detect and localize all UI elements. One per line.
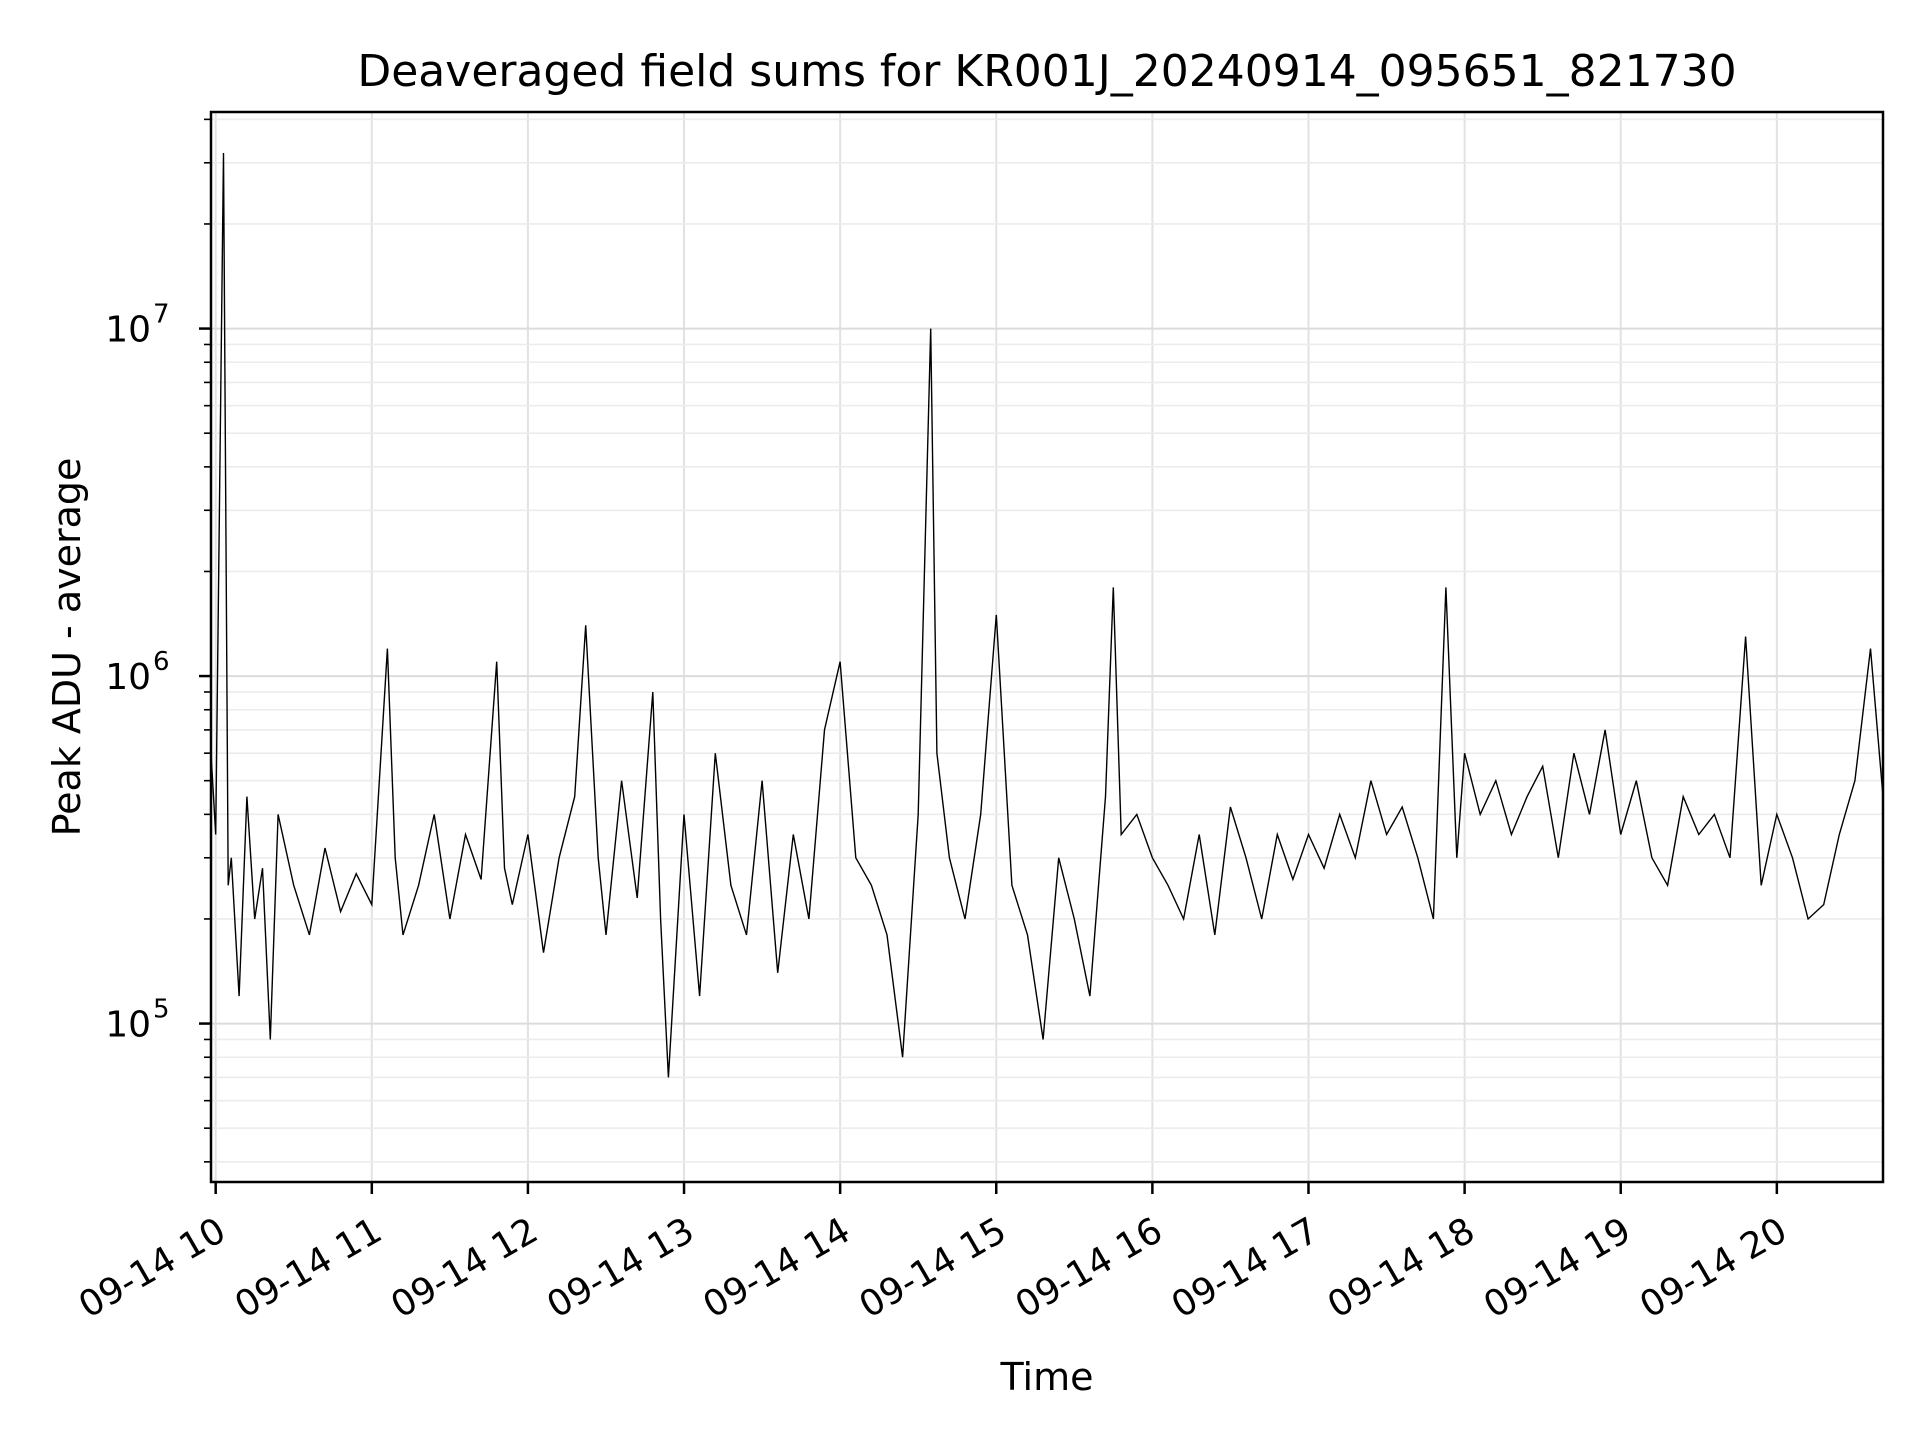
x-axis-label: Time bbox=[1000, 1355, 1094, 1399]
y-tick-label: 10 bbox=[105, 310, 151, 351]
series-line bbox=[210, 152, 1884, 1078]
y-tick-label: 10 bbox=[105, 657, 151, 698]
y-tick-exponent: 5 bbox=[153, 995, 170, 1025]
y-axis-label: Peak ADU - average bbox=[45, 458, 89, 837]
series-group bbox=[210, 152, 1884, 1078]
grid bbox=[204, 112, 1883, 1182]
y-tick-label: 10 bbox=[105, 1005, 151, 1046]
y-tick-exponent: 6 bbox=[153, 647, 170, 677]
chart-title: Deaveraged field sums for KR001J_2024091… bbox=[357, 46, 1736, 97]
y-tick-exponent: 7 bbox=[153, 300, 170, 330]
plot-frame bbox=[209, 110, 1885, 1184]
